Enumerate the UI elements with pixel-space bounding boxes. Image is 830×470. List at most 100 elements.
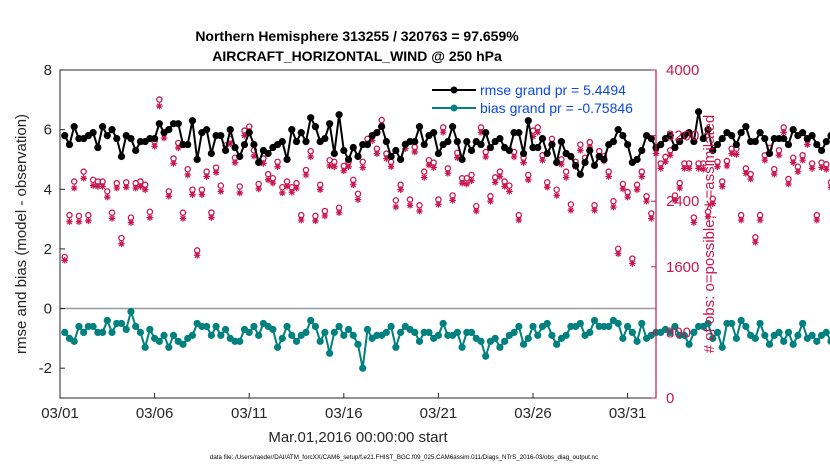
obs-assimilated-point [496, 173, 504, 180]
obs-possible-point [827, 179, 830, 186]
rmse-point [553, 158, 561, 167]
obs-assimilated-point [335, 209, 343, 216]
obs-assimilated-point [255, 185, 262, 193]
bias-point [80, 328, 88, 336]
rmse-point [690, 137, 698, 146]
bias-point [335, 322, 343, 331]
rmse-point [827, 132, 830, 140]
obs-assimilated-point [439, 129, 447, 136]
obs-assimilated-point [752, 238, 759, 246]
obs-assimilated-point [761, 156, 769, 164]
obs-assimilated-point [312, 217, 319, 225]
obs-assimilated-point [742, 170, 750, 177]
obs-assimilated-point [99, 183, 106, 190]
obs-assimilated-point [189, 191, 196, 198]
obs-assimilated-point [208, 214, 215, 221]
rmse-point [482, 129, 490, 137]
bias-point [808, 331, 816, 339]
bias-point [326, 349, 334, 357]
obs-assimilated-point [558, 161, 565, 168]
legend-label-bias: bias grand pr = -0.75846 [480, 100, 633, 116]
rmse-point [302, 137, 310, 146]
bias-point [392, 343, 400, 351]
marks-layer [60, 96, 830, 372]
rmse-point [519, 149, 528, 158]
obs-assimilated-point [624, 193, 631, 201]
rmse-point [515, 129, 523, 137]
obs-assimilated-point [614, 250, 622, 257]
rmse-point [624, 140, 632, 149]
bias-point [221, 325, 230, 334]
y-left-tick-label: 8 [44, 62, 52, 79]
rmse-point [373, 129, 381, 137]
obs-assimilated-point [539, 156, 546, 164]
obs-assimilated-point [577, 147, 584, 154]
bias-point [61, 328, 69, 336]
bias-point [288, 331, 296, 339]
obs-assimilated-point [113, 184, 121, 192]
rmse-point [538, 134, 547, 143]
rmse-point [335, 111, 343, 119]
obs-assimilated-point [449, 197, 456, 204]
bias-point [799, 319, 807, 328]
rmse-point [127, 134, 135, 143]
obs-assimilated-point [160, 134, 168, 142]
obs-assimilated-point [66, 218, 73, 225]
obs-assimilated-point [331, 163, 338, 171]
obs-assimilated-point [302, 171, 310, 179]
bias-point [624, 322, 632, 331]
rmse-point [449, 123, 457, 131]
y-axis-right-label: # of obs: o=possible; ∗=assimilated [701, 115, 718, 354]
obs-assimilated-point [487, 197, 494, 205]
obs-assimilated-point [198, 191, 206, 198]
legend-marker-rmse [450, 86, 458, 94]
bias-point [482, 352, 490, 360]
bias-point [439, 319, 447, 328]
obs-assimilated-point [534, 129, 542, 136]
rmse-point [685, 129, 693, 137]
bias-point [359, 364, 367, 372]
rmse-point [98, 123, 107, 131]
bias-point [534, 331, 542, 339]
rmse-point [756, 129, 764, 137]
y-axis-right: 0 800 1600 2400 3200 4000 [651, 62, 699, 407]
rmse-point [193, 155, 201, 164]
obs-assimilated-point [387, 163, 395, 171]
bias-point [307, 316, 315, 325]
rmse-point [378, 123, 386, 131]
rmse-point [590, 161, 599, 170]
rmse-point [226, 126, 234, 134]
obs-assimilated-point [373, 150, 381, 157]
bias-point [136, 328, 145, 336]
rmse-point [132, 146, 140, 155]
obs-possible-point [392, 197, 400, 204]
bias-point [382, 328, 390, 336]
rmse-point [354, 152, 362, 161]
rmse-point [108, 126, 116, 134]
rmse-point [264, 149, 272, 158]
rmse-point [278, 137, 286, 146]
bias-point [344, 325, 353, 334]
rmse-point [581, 158, 589, 167]
bias-point [590, 316, 599, 325]
rmse-point [174, 120, 182, 128]
rmse-point [548, 140, 556, 149]
obs-assimilated-point [397, 186, 404, 194]
bias-point [311, 322, 320, 331]
bias-point [765, 340, 774, 348]
obs-assimilated-point [567, 206, 575, 214]
x-tick-label: 03/01 [41, 405, 79, 422]
data-file-footnote: data file: /Users/raeder/DAI/ATM_forcXX/… [210, 454, 598, 461]
bias-point [713, 328, 722, 336]
obs-assimilated-point [108, 215, 116, 222]
bias-point [117, 319, 126, 328]
rmse-point [657, 140, 665, 149]
bias-point [160, 331, 168, 339]
bias-point [775, 328, 783, 336]
rmse-point [165, 126, 173, 134]
bias-point [709, 334, 717, 342]
obs-assimilated-point [685, 165, 693, 172]
x-axis: 03/01 03/06 03/11 03/16 03/21 03/26 03/31 [41, 393, 646, 422]
bias-point [70, 337, 78, 345]
bias-point [477, 337, 485, 345]
